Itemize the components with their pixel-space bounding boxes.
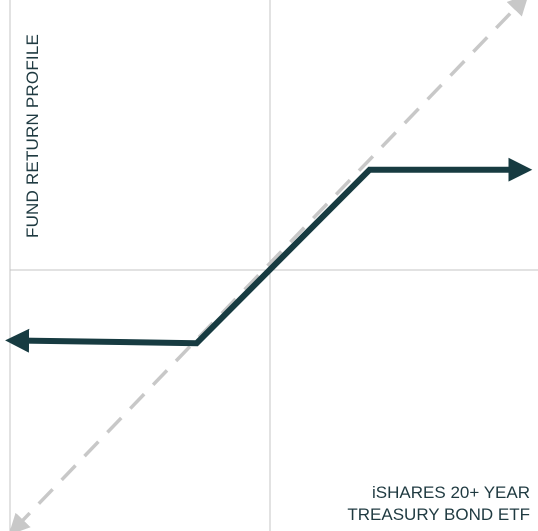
x-axis-label-line-2: TREASURY BOND ETF	[347, 505, 530, 524]
y-axis-label-text: FUND RETURN PROFILE	[23, 33, 42, 238]
reference-diagonal-line	[8, 0, 529, 531]
x-axis-label-line-1: iSHARES 20+ YEAR	[372, 483, 530, 502]
x-axis-label: iSHARES 20+ YEAR TREASURY BOND ETF	[347, 482, 530, 526]
fund-return-line	[5, 157, 533, 353]
